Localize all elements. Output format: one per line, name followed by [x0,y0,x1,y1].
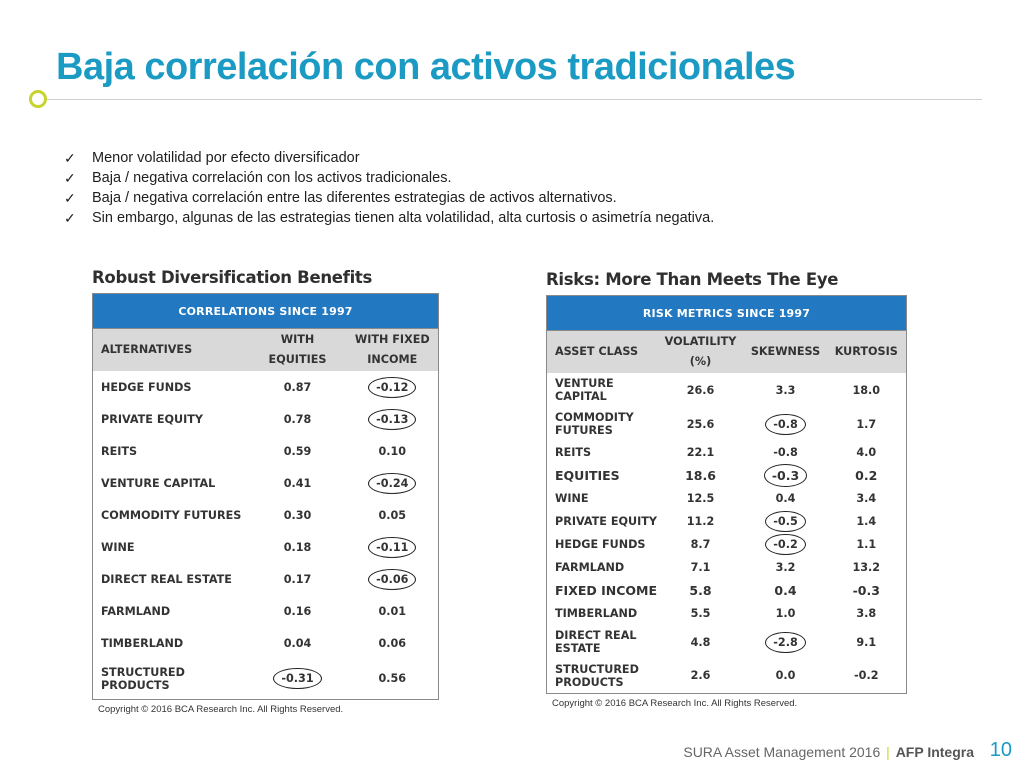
bullet-item: ✓ Baja / negativa correlación entre las d… [64,188,714,208]
table-row: DIRECT REAL ESTATE 0.17 -0.06 [93,563,439,595]
highlight-circle: -0.24 [368,472,417,494]
col-header-alternatives: ALTERNATIVES [92,328,249,371]
col-header-volatility: VOLATILITY (%) [656,330,745,373]
correlations-panel: Robust Diversification Benefits CORRELAT… [92,268,440,715]
title-divider [40,99,982,100]
table-header-row: ASSET CLASS VOLATILITY (%) SKEWNESS KURTO… [546,330,907,373]
table-row: COMMODITY FUTURES 25.6 -0.8 1.7 [555,411,877,437]
table-row: STRUCTURED PRODUCTS -0.31 0.56 [101,665,407,692]
table-row: HEDGE FUNDS 8.7 -0.2 1.1 [547,533,907,556]
highlight-circle: -0.5 [765,511,806,532]
page-number: 10 [989,739,1012,761]
correlations-banner: CORRELATIONS SINCE 1997 [92,293,439,329]
table-row: REITS 22.1 -0.8 4.0 [555,446,877,459]
bullet-item: ✓ Baja / negativa correlación con los act… [64,168,714,188]
bullet-item: ✓ Sin embargo, algunas de las estrategias… [64,208,714,228]
table-row: VENTURE CAPITAL 26.6 3.3 18.0 [555,377,881,403]
col-header-equities: WITH EQUITIES [248,328,347,371]
footer-brand: AFP Integra [895,744,974,760]
table-row: TIMBERLAND 5.5 1.0 3.8 [555,607,877,620]
highlight-circle: -0.8 [765,413,806,435]
highlight-circle: -2.8 [765,631,806,653]
checkmark-icon: ✓ [64,210,76,226]
highlight-circle: -0.3 [763,464,808,487]
col-header-asset-class: ASSET CLASS [546,330,657,373]
col-header-skewness: SKEWNESS [744,330,827,373]
highlight-circle: -0.11 [368,536,417,558]
correlations-table: CORRELATIONS SINCE 1997 ALTERNATIVES WIT… [92,293,440,700]
table-row: COMMODITY FUTURES 0.30 0.05 [101,508,407,522]
highlight-circle: -0.13 [368,408,417,430]
footer-company: SURA Asset Management 2016 [683,744,881,760]
checkmark-icon: ✓ [64,190,76,206]
risk-metrics-table: RISK METRICS SINCE 1997 ASSET CLASS VOLA… [546,295,907,694]
highlight-circle: -0.31 [273,668,322,690]
col-header-kurtosis: KURTOSIS [826,330,907,373]
bullet-text: Menor volatilidad por efecto diversifica… [92,150,360,166]
table-row: REITS 0.59 0.10 [101,444,407,458]
bullet-text: Baja / negativa correlación entre las di… [92,190,617,206]
table-row: FARMLAND 0.16 0.01 [101,604,407,618]
accent-ring-icon [29,90,47,108]
correlations-heading: Robust Diversification Benefits [92,268,373,287]
table-row: PRIVATE EQUITY 11.2 -0.5 1.4 [547,510,907,533]
table-row: VENTURE CAPITAL 0.41 -0.24 [93,467,439,499]
table-row: WINE 12.5 0.4 3.4 [555,492,877,505]
checkmark-icon: ✓ [64,170,76,186]
table-row: EQUITIES 18.6 -0.3 0.2 [547,464,907,487]
highlight-circle: -0.06 [368,568,417,590]
table-header-row: ALTERNATIVES WITH EQUITIES WITH FIXED INCO… [92,328,439,371]
bullet-text: Baja / negativa correlación con los acti… [92,170,452,186]
bullet-item: ✓ Menor volatilidad por efecto diversific… [64,148,714,168]
copyright-note: Copyright © 2016 BCA Research Inc. All R… [98,703,344,715]
footer: SURA Asset Management 2016 | AFP Integra [683,744,974,760]
highlight-circle: -0.12 [368,376,417,398]
table-row: WINE 0.18 -0.11 [93,531,439,563]
col-header-fixed-income: WITH FIXED INCOME [346,328,439,371]
table-row: STRUCTURED PRODUCTS 2.6 0.0 -0.2 [555,662,879,689]
table-row: DIRECT REAL ESTATE 4.8 -2.8 9.1 [555,629,877,655]
highlight-circle: -0.2 [765,534,806,555]
table-row: FIXED INCOME 5.8 0.4 -0.3 [555,583,880,598]
bullet-text: Sin embargo, algunas de las estrategias … [92,210,715,226]
copyright-note: Copyright © 2016 BCA Research Inc. All R… [552,697,798,709]
page-title: Baja correlación con activos tradicional… [56,46,796,88]
risk-metrics-panel: Risks: More Than Meets The Eye RISK METR… [546,270,907,709]
checkmark-icon: ✓ [64,150,76,166]
bullet-list: ✓ Menor volatilidad por efecto diversific… [64,148,714,228]
table-row: HEDGE FUNDS 0.87 -0.12 [93,371,439,403]
table-row: PRIVATE EQUITY 0.78 -0.13 [93,403,439,435]
table-row: FARMLAND 7.1 3.2 13.2 [555,561,881,574]
risk-metrics-heading: Risks: More Than Meets The Eye [546,270,839,289]
table-row: TIMBERLAND 0.04 0.06 [101,636,407,650]
footer-separator: | [886,744,890,760]
risk-metrics-banner: RISK METRICS SINCE 1997 [546,295,907,331]
